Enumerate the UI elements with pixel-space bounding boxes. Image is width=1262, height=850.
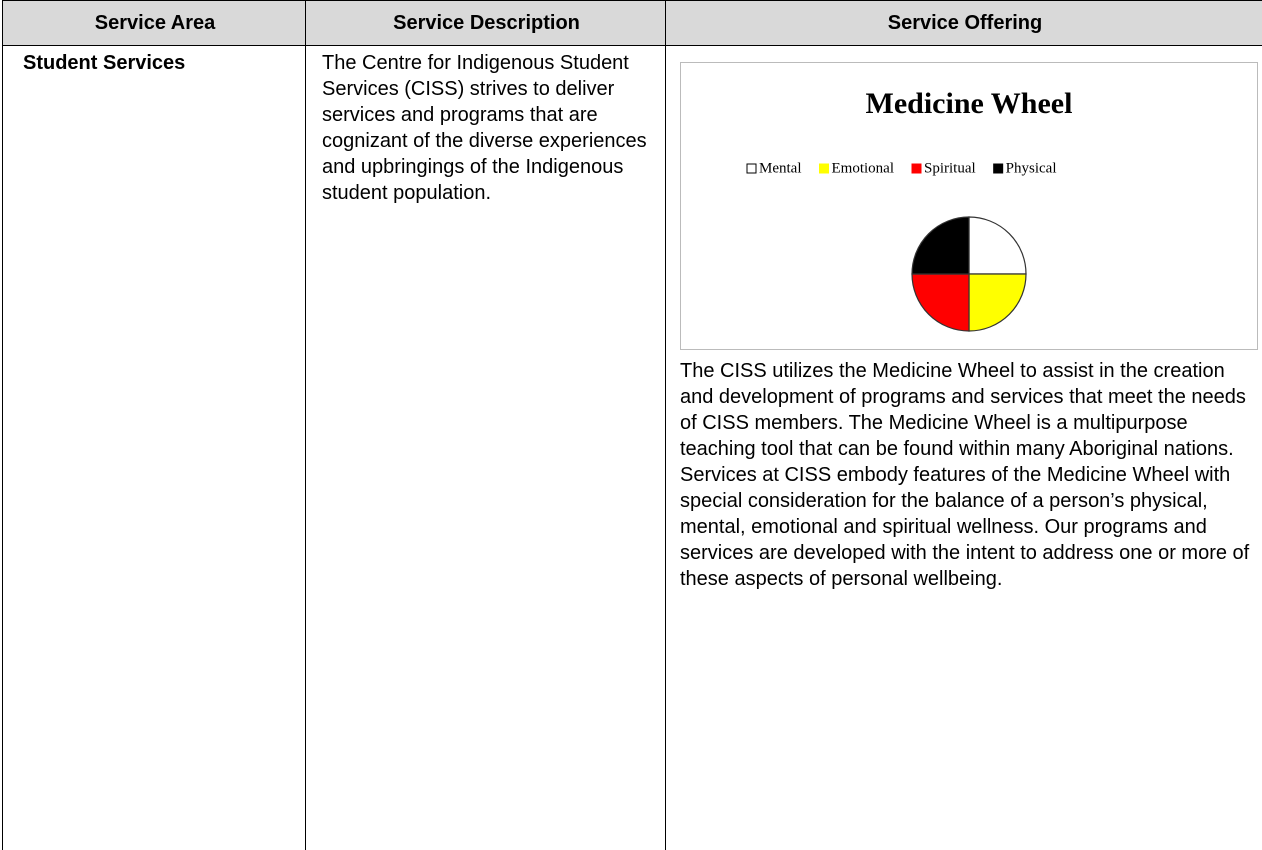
legend-label: Emotional xyxy=(832,160,895,176)
header-cell: Service Area xyxy=(3,1,306,46)
legend-label: Mental xyxy=(759,160,802,176)
header-cell: Service Offering xyxy=(666,1,1262,46)
header-cell: Service Description xyxy=(306,1,666,46)
legend-swatch xyxy=(747,164,756,173)
legend-label: Physical xyxy=(1006,160,1057,176)
service-area: Student Services xyxy=(3,46,306,850)
pie-chart: Medicine Wheel Mental Emotional Spiritual P… xyxy=(681,63,1257,349)
legend-swatch xyxy=(820,164,829,173)
legend-label: Spiritual xyxy=(924,160,976,176)
medicine-wheel-figure: Medicine Wheel Mental Emotional Spiritual P… xyxy=(680,62,1258,350)
legend-swatch xyxy=(994,164,1003,173)
service-description: The Centre for Indigenous Student Servic… xyxy=(306,46,666,850)
pie-slice xyxy=(969,274,1026,331)
chart-title: Medicine Wheel xyxy=(866,87,1073,120)
service-offering-cell: Medicine Wheel Mental Emotional Spiritual P… xyxy=(666,46,1262,850)
pie-slice xyxy=(969,217,1026,274)
service-offering-text: The CISS utilizes the Medicine Wheel to … xyxy=(680,358,1262,592)
pie-slice xyxy=(912,217,969,274)
pie-slice xyxy=(912,274,969,331)
legend-swatch xyxy=(912,164,921,173)
